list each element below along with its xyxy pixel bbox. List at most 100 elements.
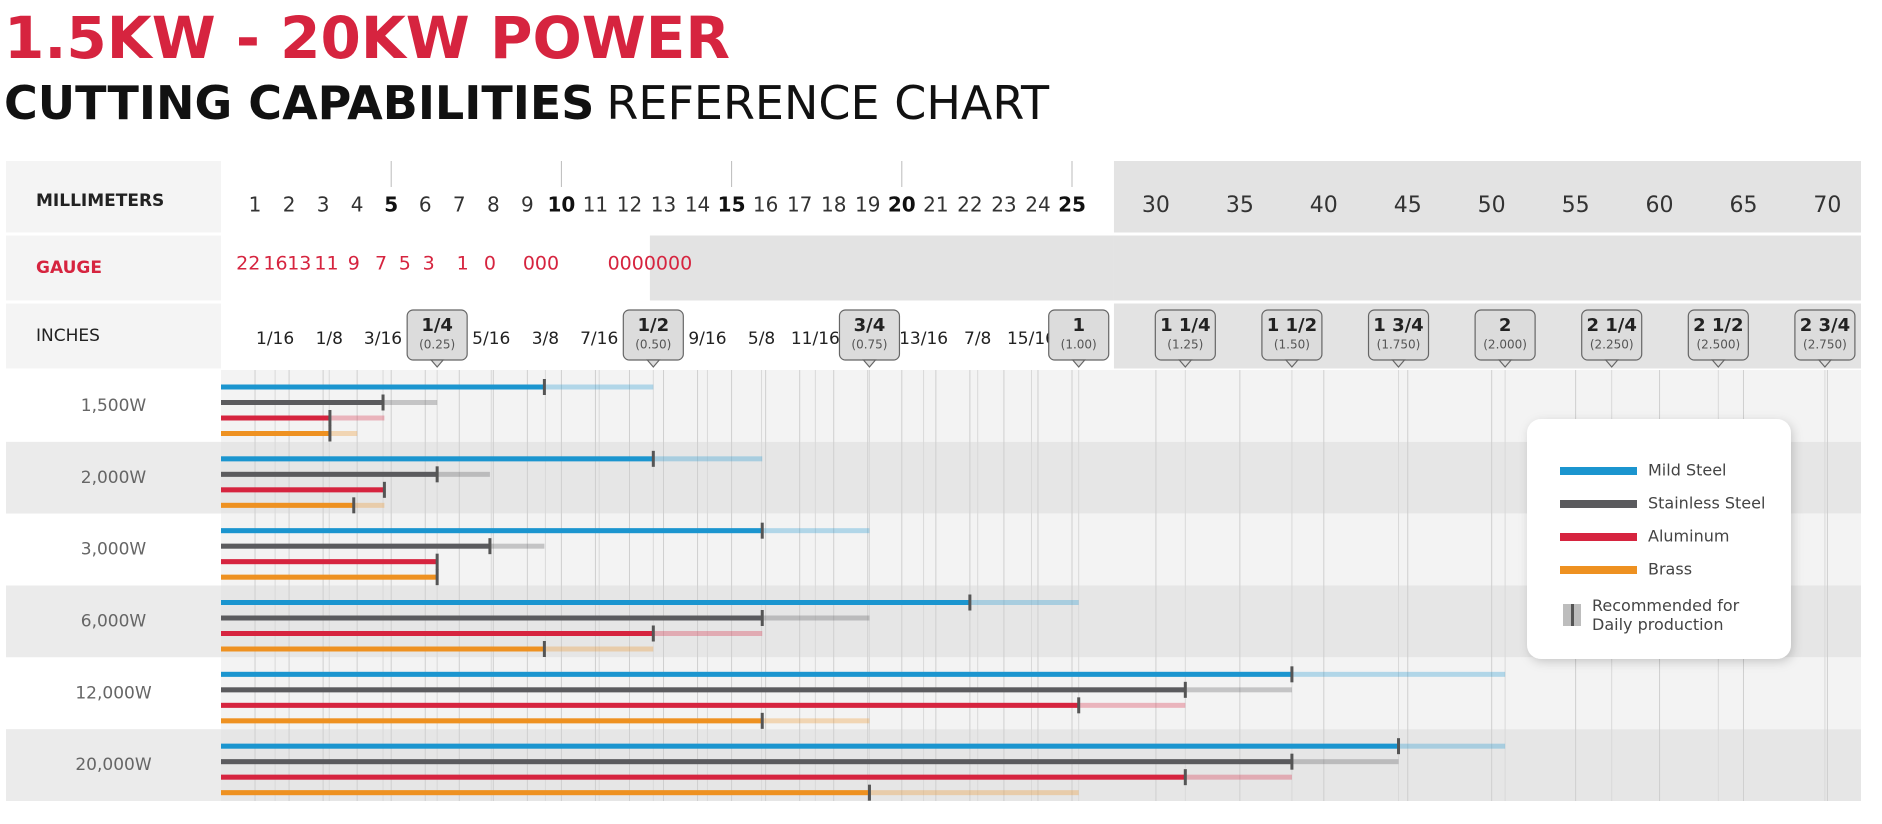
x-tick-label: 55 [1562,193,1590,218]
inch-box-pointer [1071,359,1087,368]
gauge-tick-label: 0 [484,253,496,275]
gauge-tick-label: 000 [523,253,559,275]
row-bg [221,729,1861,801]
row-label: 3,000W [81,540,147,560]
inch-tick-label: 2 3/4 [1800,315,1850,336]
inch-tick-label: 1 1/4 [1160,315,1210,336]
x-tick-label: 7 [453,193,466,217]
inch-tick-decimal: (1.25) [1167,338,1203,352]
inch-tick-decimal: (0.25) [419,338,455,352]
bar-recommended [221,502,354,508]
bar-recommended [221,615,763,621]
recommended-tick [381,394,385,411]
bar-recommended [221,631,654,636]
row-bg [221,657,1861,730]
inch-tick-decimal: (1.750) [1377,338,1421,352]
bar-recommended [221,471,438,477]
inch-tick-label: 3/8 [532,329,559,349]
recommended-tick [542,641,546,657]
x-tick-label: 6 [419,193,432,217]
inch-tick-label: 1/2 [637,315,669,336]
bar-recommended [221,646,545,652]
row-label-bg [6,513,221,586]
row-label-bg [6,657,221,730]
inch-tick-label: 1/16 [256,329,294,349]
inch-tick-label: 3/16 [364,329,402,349]
x-tick-label: 23 [991,193,1016,217]
x-tick-label: 30 [1142,193,1170,218]
subtitle-regular: REFERENCE CHART [606,76,1050,130]
bar-recommended [221,702,1079,708]
bar-recommended [221,774,1186,780]
inch-tick-label: 2 1/4 [1586,315,1636,336]
inch-box-pointer [1604,359,1620,368]
row-label-bg [6,441,221,514]
inch-box-pointer [1178,359,1193,368]
row-label: 12,000W [75,683,151,703]
inch-box-pointer [1284,359,1300,368]
x-tick-label: 2 [283,193,296,217]
recommended-tick [968,594,972,611]
x-tick-label: 8 [487,193,500,217]
x-tick-label: 11 [583,193,608,217]
legend-rec-wrap: Recommended for Daily production [1592,596,1739,634]
chart-title: 1.5KW - 20KW POWER [4,4,730,72]
legend: Mild Steel Stainless Steel Aluminum Brass Re… [1527,419,1791,659]
x-tick-label: 14 [685,193,710,217]
inch-tick-decimal: (2.500) [1696,338,1740,352]
gauge-tick-label: 22 [236,253,260,275]
recommended-tick [760,522,764,539]
bar-recommended [221,400,384,405]
bar-recommended [221,759,1292,765]
recommended-tick [651,450,655,467]
recommended-tick [435,553,439,570]
inch-tick-label: 5/8 [748,329,775,349]
gauge-tick-label: 1 [457,253,469,275]
legend-label: Mild Steel [1648,461,1727,480]
gauge-axis-label: GAUGE [36,258,102,278]
x-tick-label: 50 [1478,193,1506,218]
inch-box-pointer [1817,359,1833,368]
inch-tick-decimal: (2.250) [1590,338,1634,352]
inch-tick-label: 9/16 [688,329,726,349]
subtitle-bold: CUTTING CAPABILITIES [4,76,594,130]
x-tick-label: 10 [547,193,575,217]
x-tick-label: 13 [651,193,676,217]
legend-swatch [1560,566,1637,574]
row-label: 20,000W [75,755,151,775]
x-tick-label: 65 [1729,193,1757,218]
inch-tick-label: 15/16 [1007,329,1056,349]
x-tick-label: 45 [1394,193,1422,218]
inch-axis-label: INCHES [36,326,100,346]
bar-recommended [221,528,763,534]
recommended-tick [352,497,356,514]
gauge-tick-label: 0000000 [608,253,693,275]
bar-recommended [221,574,438,580]
recommended-tick [1397,738,1401,755]
inch-tick-label: 2 1/2 [1693,315,1743,336]
gauge-tick-label: 16 [263,253,287,275]
inch-tick-label: 1/8 [316,329,343,349]
x-tick-label: 5 [384,193,398,217]
x-tick-label: 20 [888,193,916,217]
row-label: 1,500W [81,396,147,416]
inch-box-pointer [862,359,877,368]
inch-tick-label: 3/4 [854,315,886,336]
inch-tick-label: 1 [1072,315,1085,336]
inch-tick-label: 1 1/2 [1267,315,1317,336]
x-tick-label: 4 [351,193,364,217]
inch-tick-label: 11/16 [791,329,840,349]
recommended-tick [651,625,655,642]
inch-tick-decimal: (2.750) [1803,338,1847,352]
label-col-bg [6,161,221,370]
recommended-tick [760,610,764,626]
row-label-bg [6,585,221,658]
recommended-tick [382,481,386,498]
gauge-tick-label: 3 [423,253,435,275]
inch-tick-label: 7/16 [580,329,618,349]
x-axis-label: MILLIMETERS [36,191,164,211]
x-tick-label: 18 [821,193,846,217]
recommended-tick [1077,697,1081,714]
x-tick-label: 3 [317,193,330,217]
